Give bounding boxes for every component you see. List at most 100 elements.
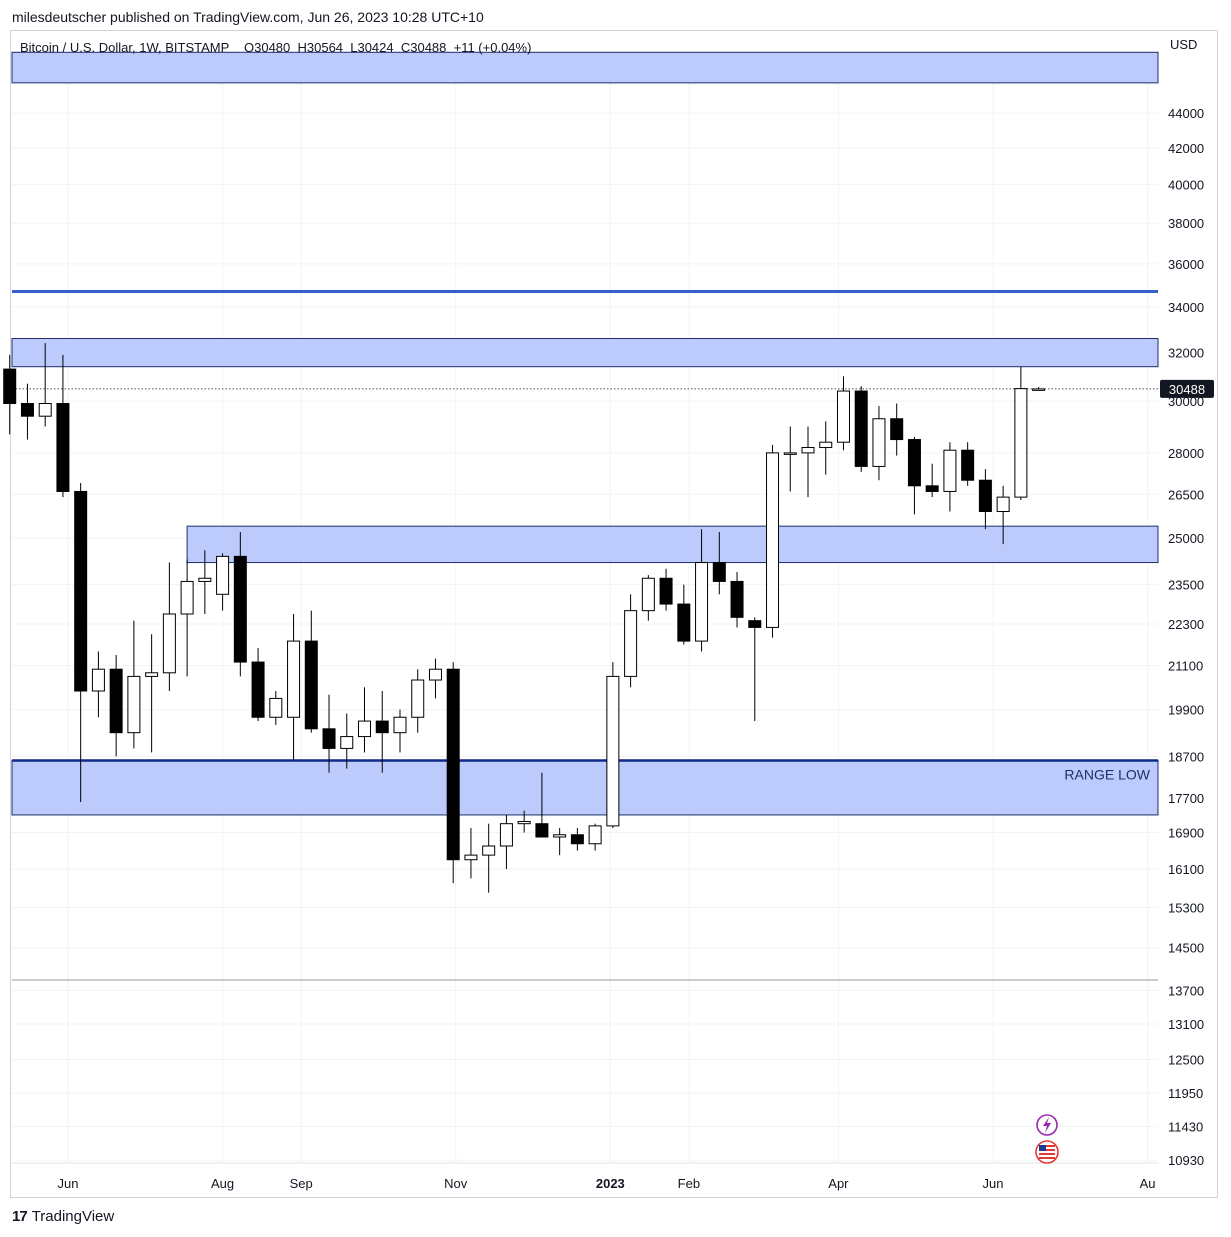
candle-body-up	[428, 668, 442, 681]
candle[interactable]	[588, 823, 602, 851]
price-zone[interactable]	[11, 338, 1159, 368]
candle[interactable]	[198, 550, 212, 614]
candle[interactable]	[251, 648, 265, 722]
candle-body-up	[695, 562, 709, 642]
candle[interactable]	[925, 463, 939, 498]
candle[interactable]	[907, 436, 921, 515]
candle[interactable]	[819, 421, 833, 475]
candle[interactable]	[553, 828, 567, 856]
candle[interactable]	[358, 687, 372, 753]
zone-label: RANGE LOW	[1064, 766, 1150, 782]
candle[interactable]	[996, 485, 1010, 545]
candle[interactable]	[730, 571, 744, 628]
candle[interactable]	[74, 483, 88, 803]
price-tick-label: 44000	[1168, 106, 1204, 121]
candle-body-up	[996, 496, 1010, 513]
candle-body-down	[925, 485, 939, 492]
candle[interactable]	[712, 532, 726, 595]
candle-body-up	[606, 675, 620, 827]
price-tick-label: 26500	[1168, 487, 1204, 502]
price-zone[interactable]	[186, 525, 1159, 564]
candle[interactable]	[3, 354, 17, 435]
candle[interactable]	[854, 386, 868, 472]
candle[interactable]	[748, 617, 762, 722]
candle[interactable]	[233, 532, 247, 677]
price-tick-label: 36000	[1168, 257, 1204, 272]
candle[interactable]	[570, 828, 584, 851]
candle[interactable]	[499, 814, 513, 869]
candle[interactable]	[162, 562, 176, 692]
price-zone[interactable]	[11, 759, 1159, 816]
candle[interactable]	[375, 691, 389, 773]
currency-label: USD	[1170, 37, 1197, 52]
candle[interactable]	[890, 403, 904, 456]
candle-body-down	[890, 418, 904, 441]
candle[interactable]	[304, 610, 318, 733]
candle[interactable]	[127, 620, 141, 749]
price-axis[interactable]: 4400042000400003800036000340003200030000…	[1168, 106, 1204, 1168]
price-tick-label: 25000	[1168, 531, 1204, 546]
candle[interactable]	[287, 613, 301, 761]
candle[interactable]	[943, 442, 957, 512]
candle[interactable]	[464, 828, 478, 879]
candle[interactable]	[624, 594, 638, 688]
candle-body-up	[641, 577, 655, 612]
candle[interactable]	[428, 658, 442, 699]
candle[interactable]	[659, 568, 673, 611]
candle-body-down	[854, 390, 868, 467]
candle[interactable]	[56, 354, 70, 498]
chart-title: Bitcoin / U.S. Dollar, 1W, BITSTAMP	[20, 40, 229, 55]
candle-body-up	[943, 449, 957, 492]
candle[interactable]	[606, 662, 620, 829]
candle[interactable]	[695, 529, 709, 652]
candle[interactable]	[322, 694, 336, 773]
candle[interactable]	[109, 655, 123, 757]
us-flag-icon[interactable]	[1035, 1140, 1059, 1164]
time-tick-label: Feb	[678, 1176, 700, 1191]
candle-body-up	[91, 668, 105, 692]
candle[interactable]	[38, 343, 52, 427]
candle-body-down	[251, 661, 265, 718]
candle[interactable]	[535, 772, 549, 838]
candle[interactable]	[269, 691, 283, 725]
candle[interactable]	[872, 406, 886, 481]
tradingview-brand[interactable]: 17 TradingView	[12, 1208, 114, 1225]
candle[interactable]	[411, 669, 425, 733]
candle-body-down	[659, 577, 673, 605]
candle-body-down	[74, 490, 88, 692]
candle[interactable]	[145, 634, 159, 753]
candle[interactable]	[393, 709, 407, 753]
candle[interactable]	[20, 383, 34, 440]
candle[interactable]	[91, 651, 105, 718]
candle-body-down	[446, 668, 460, 861]
candle[interactable]	[783, 426, 797, 492]
candle[interactable]	[677, 584, 691, 645]
time-axis[interactable]: Jun Aug Sep Nov 2023 Feb Apr Jun Au	[58, 1176, 1156, 1191]
candle-body-up	[819, 441, 833, 449]
tradingview-logo-icon: 17	[12, 1208, 28, 1225]
candle[interactable]	[517, 810, 531, 833]
candle-body-up	[783, 452, 797, 455]
candle[interactable]	[836, 376, 850, 451]
candle[interactable]	[482, 823, 496, 893]
candle[interactable]	[446, 662, 460, 884]
candle[interactable]	[180, 559, 194, 677]
candle-body-up	[393, 716, 407, 734]
candle-body-down	[20, 403, 34, 417]
candle-body-down	[3, 368, 17, 405]
candle-body-down	[712, 562, 726, 582]
price-zone[interactable]	[11, 51, 1159, 84]
candle[interactable]	[641, 575, 655, 621]
candle[interactable]	[216, 553, 230, 611]
candle[interactable]	[766, 444, 780, 638]
candle-body-up	[358, 720, 372, 738]
candle[interactable]	[340, 713, 354, 769]
lightning-icon[interactable]	[1036, 1114, 1058, 1136]
candle-body-up	[1014, 388, 1028, 498]
candle[interactable]	[961, 442, 975, 486]
candle[interactable]	[978, 469, 992, 530]
candle[interactable]	[801, 426, 815, 498]
candle-body-down	[56, 403, 70, 492]
candle[interactable]	[1014, 366, 1028, 500]
